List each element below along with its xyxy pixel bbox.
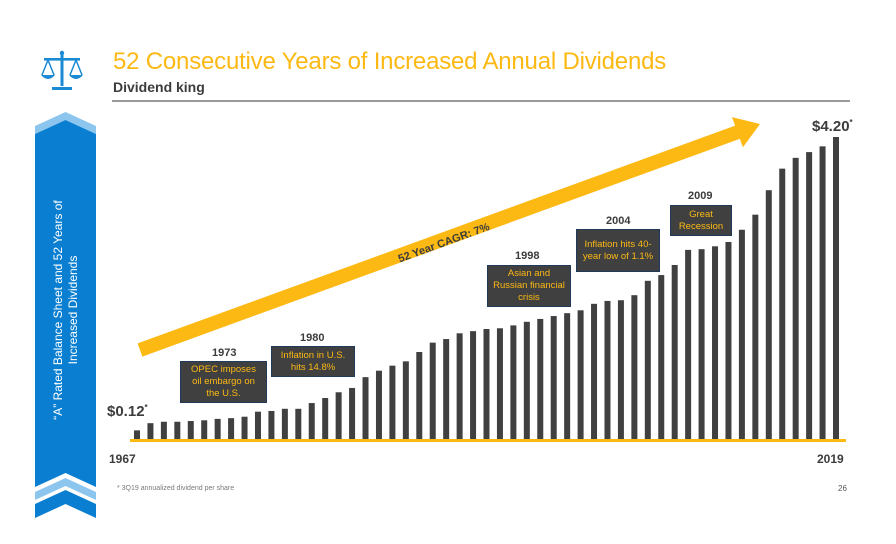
end-value-label: $4.20* bbox=[812, 118, 853, 135]
bar-2001 bbox=[591, 303, 598, 439]
start-value-marker: * bbox=[144, 403, 148, 412]
bar-2008 bbox=[685, 249, 692, 439]
bar-1975 bbox=[241, 416, 248, 439]
end-value-marker: * bbox=[849, 118, 853, 127]
bar-1977 bbox=[268, 410, 275, 439]
bar-1971 bbox=[187, 421, 194, 439]
bar-1994 bbox=[496, 328, 503, 439]
bar-2006 bbox=[658, 275, 665, 439]
x-start-label: 1967 bbox=[109, 452, 136, 466]
end-value-text: $4.20 bbox=[812, 118, 850, 135]
bar-1989 bbox=[429, 342, 436, 439]
bar-1988 bbox=[416, 352, 423, 439]
annotation-year-1980: 1980 bbox=[300, 332, 325, 344]
annotation-box-1998: Asian and Russian financial crisis bbox=[487, 265, 571, 307]
bar-2011 bbox=[725, 241, 732, 439]
annotation-year-2009: 2009 bbox=[688, 190, 713, 202]
bar-1993 bbox=[483, 328, 490, 439]
annotation-box-2009: Great Recession bbox=[670, 205, 732, 236]
bar-1998 bbox=[550, 316, 557, 439]
bar-1979 bbox=[295, 408, 302, 439]
page-number: 26 bbox=[838, 484, 847, 493]
bar-1970 bbox=[174, 421, 181, 439]
bar-2010 bbox=[712, 246, 719, 439]
bar-1987 bbox=[402, 361, 409, 439]
annotation-box-2004: Inflation hits 40-year low of 1.1% bbox=[576, 229, 660, 272]
bar-1997 bbox=[537, 318, 544, 439]
annotation-box-1973: OPEC imposes oil embargo on the U.S. bbox=[180, 361, 267, 403]
bar-1985 bbox=[375, 370, 382, 439]
bars-group bbox=[134, 137, 839, 439]
trend-arrow-shaft bbox=[137, 124, 742, 357]
bar-1983 bbox=[349, 387, 356, 439]
bar-2000 bbox=[577, 310, 584, 439]
bar-1976 bbox=[254, 411, 261, 439]
bar-2019 bbox=[833, 137, 839, 439]
cagr-label: 52 Year CAGR: 7% bbox=[397, 221, 492, 265]
bar-1974 bbox=[228, 418, 235, 439]
bar-2003 bbox=[617, 300, 624, 439]
bar-2002 bbox=[604, 300, 611, 439]
bar-2012 bbox=[738, 229, 745, 439]
bar-2015 bbox=[779, 168, 786, 439]
bar-2007 bbox=[671, 264, 678, 439]
bar-2018 bbox=[819, 146, 826, 439]
bar-1996 bbox=[523, 321, 530, 439]
bar-2017 bbox=[806, 152, 813, 439]
bar-1969 bbox=[160, 421, 167, 439]
bar-1995 bbox=[510, 325, 517, 439]
annotation-year-2004: 2004 bbox=[606, 215, 631, 227]
x-end-label: 2019 bbox=[817, 452, 844, 466]
bar-1986 bbox=[389, 365, 396, 439]
side-ribbon bbox=[35, 112, 96, 518]
bar-1991 bbox=[456, 333, 463, 439]
bar-1999 bbox=[564, 313, 571, 439]
page-subtitle: Dividend king bbox=[113, 79, 205, 95]
title-divider bbox=[112, 100, 850, 102]
bar-2005 bbox=[644, 280, 651, 439]
bar-1978 bbox=[281, 408, 288, 439]
bar-2009 bbox=[698, 249, 705, 439]
bar-1990 bbox=[443, 339, 450, 439]
bar-1980 bbox=[308, 403, 315, 439]
annotation-year-1998: 1998 bbox=[515, 250, 540, 262]
trend-arrow-head bbox=[731, 117, 761, 148]
bar-1967 bbox=[134, 430, 140, 439]
start-value-label: $0.12* bbox=[107, 403, 148, 420]
annotation-box-1980: Inflation in U.S. hits 14.8% bbox=[271, 346, 355, 377]
bar-2004 bbox=[631, 295, 638, 439]
bar-2016 bbox=[792, 157, 799, 439]
bar-1973 bbox=[214, 418, 221, 439]
annotation-year-1973: 1973 bbox=[212, 347, 237, 359]
bar-2014 bbox=[765, 190, 772, 439]
bar-1972 bbox=[201, 420, 208, 439]
footnote: * 3Q19 annualized dividend per share bbox=[117, 485, 235, 492]
bar-1992 bbox=[470, 331, 477, 439]
bar-1981 bbox=[322, 398, 329, 439]
start-value-text: $0.12 bbox=[107, 403, 145, 420]
bar-1982 bbox=[335, 392, 342, 439]
bar-1984 bbox=[362, 377, 369, 439]
bar-2013 bbox=[752, 214, 759, 439]
bar-1968 bbox=[147, 423, 154, 439]
trend-arrow bbox=[137, 117, 761, 357]
page-title: 52 Consecutive Years of Increased Annual… bbox=[113, 48, 667, 75]
scales-of-justice-icon bbox=[41, 50, 83, 90]
